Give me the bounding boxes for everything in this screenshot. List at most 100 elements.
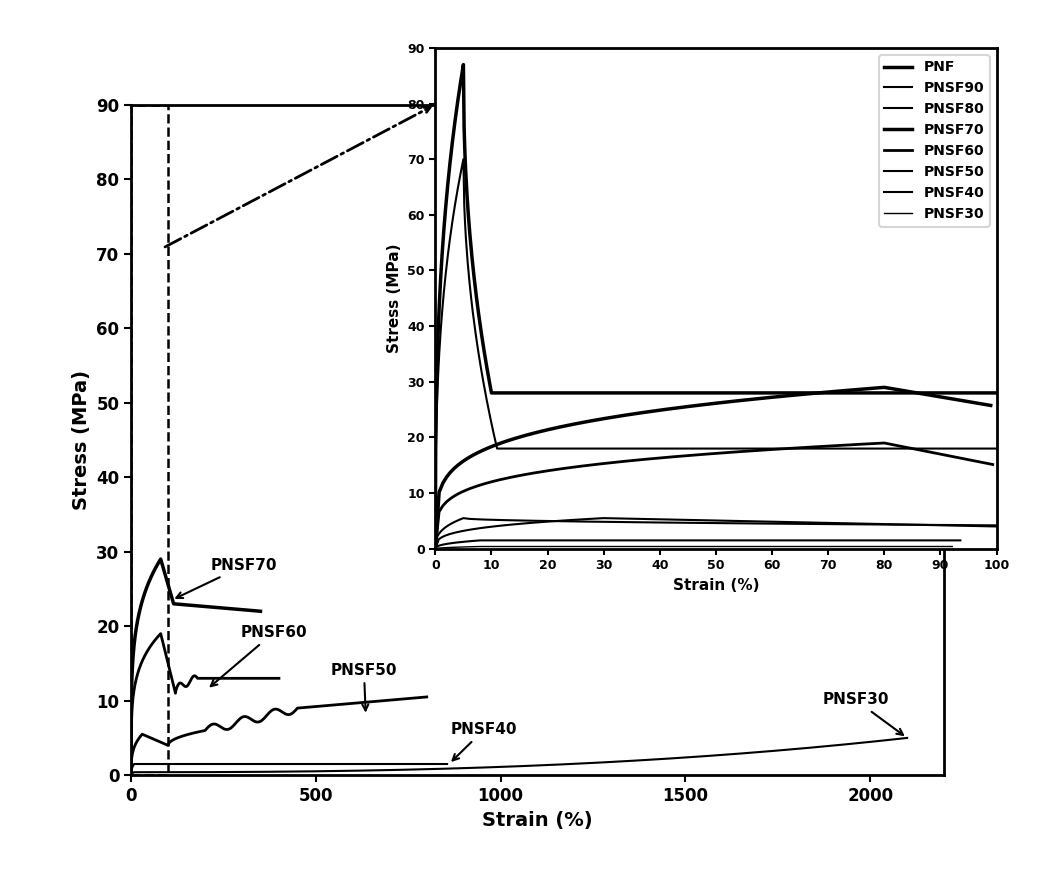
PNSF90 [457, 154, 470, 165]
PNSF30 [446, 542, 458, 552]
PNSF60 [986, 459, 999, 469]
PNSF30 [453, 542, 466, 552]
PNSF40 [906, 535, 919, 545]
PNSF70 [538, 425, 551, 436]
PNSF60 [924, 447, 937, 457]
PNSF70 [621, 409, 634, 420]
PNSF40 [452, 537, 465, 548]
Y-axis label: Stress (MPa): Stress (MPa) [71, 370, 90, 510]
PNSF30 [533, 541, 545, 551]
PNSF30 [472, 542, 485, 552]
PNSF90 [859, 443, 872, 454]
PNF [452, 94, 465, 105]
PNSF40 [429, 544, 442, 554]
PNSF40 [457, 537, 470, 547]
PNSF40 [469, 536, 481, 546]
Line: PNSF40: PNSF40 [435, 540, 961, 549]
PNSF60 [697, 449, 709, 460]
PNSF40 [461, 537, 473, 547]
PNSF30 [474, 541, 487, 551]
PNSF40 [433, 540, 446, 550]
PNSF30 [459, 542, 472, 552]
Line: PNSF30: PNSF30 [435, 546, 952, 549]
PNSF30 [946, 541, 959, 551]
PNSF60 [791, 442, 804, 453]
PNSF80 [429, 544, 442, 554]
PNSF50 [587, 514, 600, 524]
PNSF90 [823, 443, 836, 454]
PNSF40 [472, 536, 485, 546]
PNSF40 [430, 542, 443, 552]
PNSF40 [522, 535, 535, 545]
PNSF40 [454, 537, 467, 547]
PNSF40 [443, 538, 455, 549]
PNSF40 [449, 537, 462, 548]
Legend: PNF, PNSF90, PNSF80, PNSF70, PNSF60, PNSF50, PNSF40, PNSF30: PNF, PNSF90, PNSF80, PNSF70, PNSF60, PNS… [879, 55, 989, 226]
PNSF70 [919, 389, 932, 400]
Line: PNSF80: PNSF80 [435, 518, 997, 549]
PNSF80 [990, 520, 1003, 530]
Y-axis label: Stress (MPa): Stress (MPa) [387, 244, 402, 353]
PNSF40 [714, 535, 727, 545]
PNSF40 [762, 535, 774, 545]
PNSF30 [436, 543, 449, 553]
PNSF30 [431, 543, 444, 553]
PNSF40 [445, 538, 457, 549]
PNSF60 [866, 438, 879, 449]
Line: PNSF50: PNSF50 [435, 518, 997, 549]
PNSF40 [451, 537, 464, 548]
PNSF40 [458, 537, 471, 547]
PNSF40 [442, 538, 454, 549]
PNSF70 [984, 400, 997, 410]
PNSF30 [438, 543, 451, 553]
Text: PNSF30: PNSF30 [822, 692, 903, 735]
PNSF30 [463, 542, 475, 552]
PNSF40 [810, 535, 822, 545]
PNSF60 [429, 544, 442, 554]
PNSF80 [449, 517, 462, 527]
PNSF50 [686, 515, 699, 525]
X-axis label: Strain (%): Strain (%) [483, 811, 593, 829]
PNSF70 [429, 544, 442, 554]
Text: PNSF70: PNSF70 [176, 558, 277, 598]
PNSF80 [768, 518, 780, 529]
Line: PNSF70: PNSF70 [435, 388, 990, 549]
PNSF30 [434, 543, 447, 553]
PNSF40 [666, 535, 679, 545]
PNF [457, 59, 470, 70]
PNSF40 [432, 541, 445, 551]
PNSF40 [858, 535, 871, 545]
PNSF50 [806, 517, 818, 528]
PNSF40 [446, 537, 458, 548]
PNSF30 [710, 541, 723, 551]
PNSF50 [453, 526, 466, 537]
PNSF60 [545, 465, 558, 476]
PNSF90 [990, 443, 1003, 454]
PNSF30 [651, 541, 664, 551]
PNSF80 [579, 517, 592, 527]
PNF [990, 388, 1003, 398]
PNF [429, 544, 442, 554]
Text: PNSF60: PNSF60 [211, 625, 306, 686]
PNSF80 [457, 513, 470, 523]
PNSF40 [474, 535, 487, 545]
PNSF40 [463, 536, 475, 546]
PNSF70 [878, 382, 891, 393]
PNSF30 [467, 542, 479, 552]
PNSF40 [570, 535, 582, 545]
PNSF30 [457, 542, 470, 552]
PNF [878, 388, 891, 398]
PNSF90 [450, 190, 463, 200]
PNSF30 [474, 541, 487, 551]
PNSF40 [955, 535, 967, 545]
PNSF30 [429, 544, 442, 554]
PNSF40 [462, 537, 474, 547]
Line: PNF: PNF [435, 64, 997, 549]
PNSF90 [429, 544, 442, 554]
PNSF30 [444, 543, 456, 553]
PNSF40 [618, 535, 630, 545]
PNSF40 [465, 536, 477, 546]
PNSF90 [879, 443, 892, 454]
PNSF30 [448, 542, 461, 552]
PNSF50 [990, 521, 1003, 531]
